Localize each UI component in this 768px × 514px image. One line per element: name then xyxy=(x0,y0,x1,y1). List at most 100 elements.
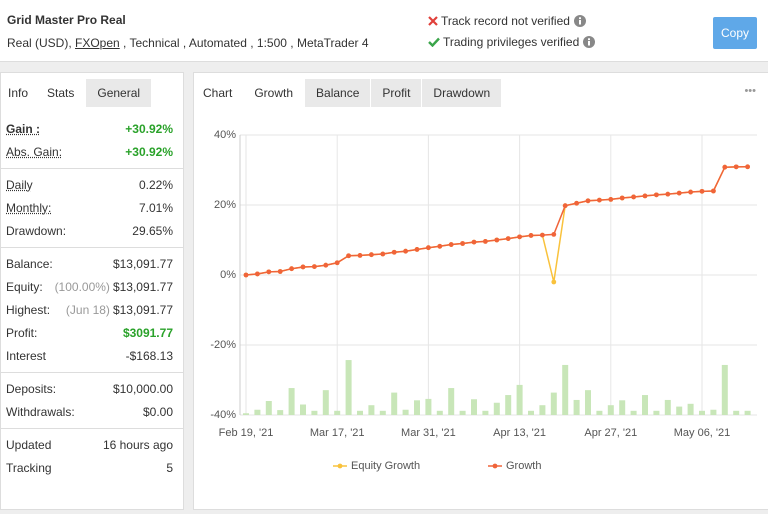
stats-group: Gain : +30.92% Abs. Gain: +30.92% xyxy=(1,113,183,169)
stat-value: +30.92% xyxy=(125,144,173,159)
point xyxy=(300,264,306,270)
bar xyxy=(642,395,648,415)
cross-icon xyxy=(428,16,438,26)
point xyxy=(562,203,568,209)
point xyxy=(403,248,408,254)
header: Grid Master Pro Real Real (USD), FXOpen … xyxy=(0,0,768,62)
stats-row: Monthly: 7.01% xyxy=(1,196,183,219)
bar xyxy=(573,399,580,415)
point xyxy=(369,252,374,258)
line xyxy=(245,166,748,276)
point xyxy=(608,197,614,202)
x-tick-label: Apr 13, '21 xyxy=(493,427,546,439)
point xyxy=(597,197,602,203)
bar xyxy=(493,402,500,415)
stat-label: Gain : xyxy=(6,121,41,136)
stat-note: (Jun 18) xyxy=(65,302,110,317)
stats-row: Interest -$168.13 xyxy=(1,344,183,367)
stats-group: Balance: $13,091.77 Equity: (100.00%) $13,09… xyxy=(1,248,183,373)
point xyxy=(460,241,465,246)
stat-value: 5 xyxy=(166,460,173,475)
info-icon[interactable] xyxy=(583,36,596,48)
point xyxy=(346,253,351,259)
stat-label: Monthly: xyxy=(6,200,52,215)
stats-row: Daily 0.22% xyxy=(1,173,183,196)
stat-value: $13,091.77 xyxy=(112,256,173,271)
verification: Track record not verified xyxy=(428,14,589,28)
bar xyxy=(619,400,626,415)
bar xyxy=(744,410,751,415)
tab[interactable]: Profit xyxy=(371,79,423,107)
menu[interactable]: ••• xyxy=(744,85,756,97)
bar xyxy=(482,410,489,415)
bar xyxy=(516,384,523,415)
bar xyxy=(402,409,409,415)
bar xyxy=(288,388,295,415)
stat-label: Interest xyxy=(6,348,47,363)
stat-label: Withdrawals: xyxy=(6,404,75,419)
check-icon xyxy=(428,37,440,47)
bar xyxy=(562,364,569,415)
bar xyxy=(243,413,249,415)
bar xyxy=(653,410,660,415)
chart: 40% 20% 0% -20% -40% Feb 19, '21 Mar 17, '21 Ma… xyxy=(210,129,757,472)
point xyxy=(266,269,272,275)
point xyxy=(551,232,557,237)
stat-label: Updated xyxy=(6,437,52,452)
info-icon[interactable] xyxy=(573,15,586,27)
verification-text: Trading privileges verified xyxy=(443,35,580,49)
bar xyxy=(265,401,272,415)
x-tick-label: May 06, '21 xyxy=(674,427,731,439)
bar xyxy=(710,409,717,415)
tab[interactable]: General xyxy=(86,79,153,107)
copy-button[interactable]: Copy xyxy=(713,17,757,49)
point xyxy=(243,272,249,278)
x-tick-label: Mar 31, '21 xyxy=(401,427,456,439)
point xyxy=(665,191,671,197)
point xyxy=(654,192,659,198)
stats-row: Tracking 5 xyxy=(1,456,183,479)
legend-label: Growth xyxy=(506,460,541,472)
point xyxy=(619,195,625,201)
tab[interactable]: Info xyxy=(1,79,37,107)
bar xyxy=(322,390,329,415)
legend-swatch xyxy=(337,463,343,469)
tab[interactable]: Growth xyxy=(243,79,306,107)
bar xyxy=(607,405,614,415)
tab-bar: Info Stats General xyxy=(1,79,153,107)
bar xyxy=(357,410,363,415)
point xyxy=(312,264,317,269)
stat-value: $10,000.00 xyxy=(112,381,173,396)
point xyxy=(642,193,648,199)
details: , Technical , Automated , 1:500 , MetaTr… xyxy=(119,36,369,50)
bar xyxy=(425,398,432,415)
stat-label: Abs. Gain: xyxy=(6,144,63,159)
stats-list: Gain : +30.92% Abs. Gain: +30.92% Daily 0.22%… xyxy=(1,113,183,484)
point xyxy=(391,249,397,255)
stat-value: -$168.13 xyxy=(125,348,173,363)
point xyxy=(255,271,260,277)
point xyxy=(277,269,283,274)
stat-label: Daily xyxy=(6,177,33,192)
tab[interactable]: Drawdown xyxy=(422,79,503,107)
tab[interactable]: Stats xyxy=(36,79,87,107)
bar xyxy=(254,409,261,415)
point xyxy=(540,232,545,238)
point xyxy=(494,237,500,243)
tab[interactable]: Balance xyxy=(305,79,372,107)
stats-row: Abs. Gain: +30.92% xyxy=(1,140,183,163)
bar xyxy=(391,392,398,415)
point xyxy=(437,243,443,249)
point xyxy=(688,189,693,195)
broker-link[interactable]: FXOpen xyxy=(75,36,120,50)
bar xyxy=(436,410,443,415)
bar xyxy=(277,410,284,415)
point xyxy=(414,247,420,252)
point xyxy=(733,164,739,170)
stat-value: $3091.77 xyxy=(122,325,173,340)
bar xyxy=(311,410,318,415)
stat-value: $0.00 xyxy=(142,404,173,419)
stats-row: Highest: (Jun 18) $13,091.77 xyxy=(1,298,183,321)
stat-value: $13,091.77 xyxy=(112,302,173,317)
